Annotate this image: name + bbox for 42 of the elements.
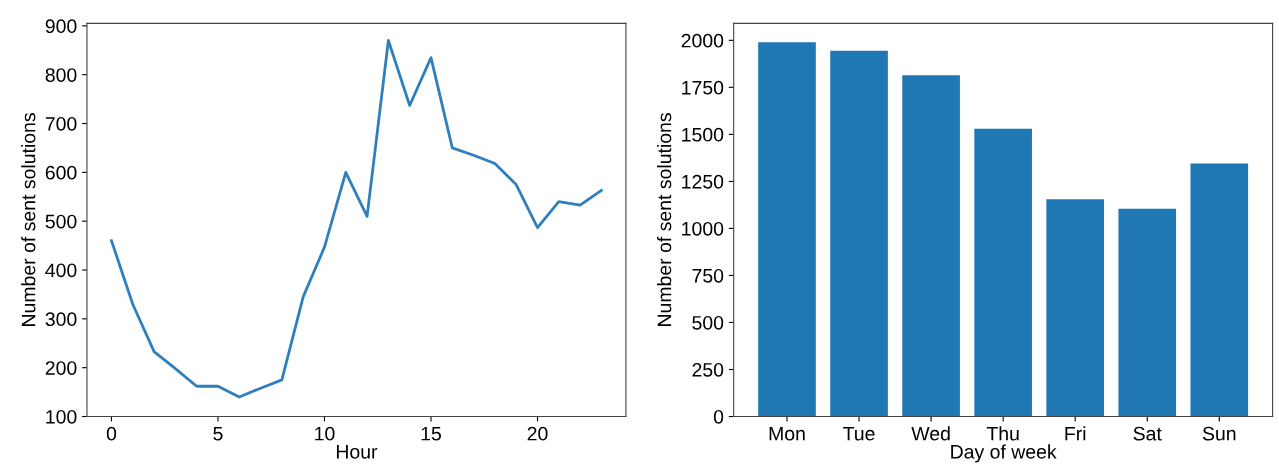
y-tick-label: 1500	[682, 127, 724, 142]
y-tick-label: 100	[46, 409, 77, 424]
x-tick-label: Wed	[911, 426, 950, 441]
y-tick-label: 600	[45, 165, 77, 180]
bar	[902, 75, 960, 417]
x-tick-label: Thu	[986, 426, 1019, 441]
y-tick-label: 700	[45, 116, 77, 131]
x-tick-label: 0	[106, 426, 117, 441]
x-axis-title: Hour	[336, 445, 378, 459]
x-tick-label: Fri	[1065, 426, 1086, 441]
y-tick-label: 250	[692, 362, 724, 377]
x-tick-label: Sat	[1133, 426, 1162, 441]
bar	[1190, 163, 1249, 417]
x-axis-title: Day of week	[951, 444, 1057, 463]
y-tick-label: 300	[45, 312, 77, 327]
bar	[1118, 208, 1177, 417]
y-tick-label: 900	[45, 19, 77, 34]
x-tick-label: 10	[315, 426, 335, 441]
bar	[974, 128, 1032, 417]
y-axis-title: Number of sent solutions	[21, 113, 36, 326]
x-tick-label: 5	[213, 426, 223, 441]
y-tick-label: 750	[692, 268, 724, 283]
y-tick-label: 1000	[682, 221, 724, 236]
bar	[758, 42, 816, 417]
y-tick-label: 500	[692, 315, 724, 330]
y-tick-label: 500	[45, 214, 77, 229]
y-tick-label: 800	[45, 68, 77, 82]
y-tick-label: 0	[713, 409, 724, 424]
x-tick-label: Sun	[1202, 426, 1236, 441]
y-tick-label: 400	[45, 263, 77, 278]
x-tick-label: 20	[527, 426, 548, 441]
y-tick-label: 200	[45, 361, 77, 375]
x-tick-label: Mon	[769, 426, 805, 441]
x-tick-label: 15	[421, 426, 441, 441]
y-tick-label: 1250	[682, 174, 724, 189]
bar	[830, 50, 888, 417]
line-series	[110, 39, 603, 399]
y-tick-label: 1750	[682, 80, 724, 95]
x-tick-label: Tue	[843, 426, 875, 441]
y-tick-label: 2000	[681, 33, 724, 48]
y-axis-title: Number of sent solutions	[657, 113, 672, 326]
bar	[1046, 199, 1105, 417]
